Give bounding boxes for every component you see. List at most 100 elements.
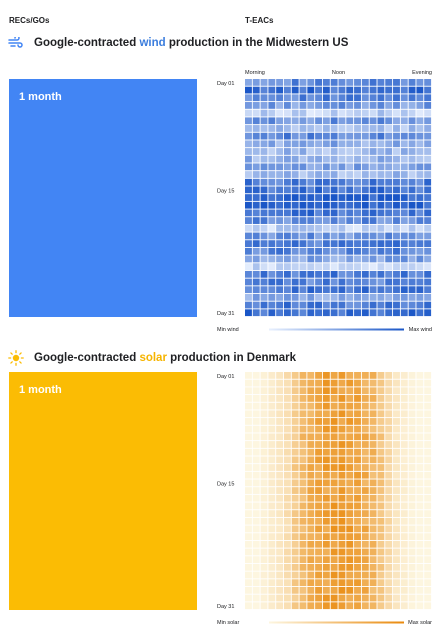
solar-cell [385, 533, 393, 541]
wind-cell [330, 155, 338, 163]
wind-legend-gradient [269, 328, 404, 331]
solar-cell [291, 425, 299, 433]
wind-cell [276, 286, 284, 294]
solar-cell [385, 441, 393, 448]
wind-cell [424, 171, 432, 178]
wind-cell [393, 263, 400, 271]
wind-cell [354, 278, 361, 286]
wind-cell [315, 201, 323, 209]
solar-cell [276, 471, 284, 479]
wind-cell [369, 186, 377, 194]
wind-cell [385, 240, 393, 248]
wind-cell [377, 217, 385, 224]
solar-cell [307, 525, 315, 533]
wind-cell [361, 301, 369, 309]
solar-cell [322, 464, 330, 471]
solar-cell [393, 379, 400, 387]
solar-cell [361, 379, 369, 387]
wind-cell [416, 94, 424, 102]
wind-cell [252, 194, 260, 201]
solar-cell [408, 402, 416, 410]
wind-cell [291, 186, 299, 194]
wind-cell [393, 125, 400, 132]
solar-cell [268, 579, 276, 587]
wind-cell [260, 148, 268, 155]
solar-cell [346, 433, 354, 441]
solar-cell [252, 479, 260, 487]
wind-cell [299, 117, 307, 125]
solar-cell [245, 517, 252, 525]
wind-cell [338, 125, 346, 132]
wind-cell [322, 79, 330, 86]
wind-cell [416, 155, 424, 163]
wind-cell [424, 155, 432, 163]
wind-cell [416, 278, 424, 286]
wind-cell [393, 102, 400, 109]
wind-cell [315, 186, 323, 194]
wind-cell [322, 301, 330, 309]
wind-cell [377, 132, 385, 140]
solar-cell [354, 556, 361, 564]
solar-cell [377, 494, 385, 502]
wind-cell [354, 186, 361, 194]
solar-cell [315, 425, 323, 433]
wind-cell [276, 209, 284, 217]
wind-cell [408, 240, 416, 248]
wind-cell [276, 301, 284, 309]
solar-cell [299, 540, 307, 548]
wind-cell [369, 240, 377, 248]
wind-cell [338, 178, 346, 186]
solar-cell [299, 448, 307, 456]
solar-cell [252, 579, 260, 587]
solar-cell [416, 502, 424, 510]
solar-cell [400, 410, 408, 418]
solar-cell [408, 379, 416, 387]
solar-legend-min: Min solar [217, 620, 239, 626]
wind-cell [322, 186, 330, 194]
wind-cell [369, 286, 377, 294]
wind-cell [354, 247, 361, 255]
wind-cell [424, 117, 432, 125]
solar-cell [369, 387, 377, 395]
solar-cell [307, 410, 315, 418]
wind-cell [385, 286, 393, 294]
wind-cell [361, 255, 369, 263]
wind-cell [299, 186, 307, 194]
wind-cell [268, 209, 276, 217]
wind-cell [315, 109, 323, 117]
solar-cell [354, 410, 361, 418]
wind-cell [299, 109, 307, 117]
wind-cell [393, 278, 400, 286]
solar-cell [385, 494, 393, 502]
wind-cell [299, 102, 307, 109]
solar-cell [408, 433, 416, 441]
solar-cell [283, 517, 291, 525]
wind-cell [245, 79, 252, 86]
solar-cell [260, 425, 268, 433]
solar-cell [245, 441, 252, 448]
solar-cell [377, 571, 385, 579]
solar-cell [330, 579, 338, 587]
wind-cell [276, 186, 284, 194]
wind-cell [416, 240, 424, 248]
wind-cell [377, 86, 385, 94]
wind-cell [283, 224, 291, 232]
wind-cell [361, 209, 369, 217]
wind-cell [361, 163, 369, 171]
solar-cell [276, 402, 284, 410]
solar-cell [283, 571, 291, 579]
solar-cell [346, 479, 354, 487]
solar-cell [361, 510, 369, 517]
wind-cell [408, 247, 416, 255]
solar-cell [245, 533, 252, 541]
solar-cell [408, 387, 416, 395]
wind-cell [346, 270, 354, 278]
solar-cell [424, 502, 432, 510]
wind-cell [315, 132, 323, 140]
wind-cell [338, 171, 346, 178]
solar-cell [424, 510, 432, 517]
solar-cell [424, 410, 432, 418]
solar-cell [260, 395, 268, 402]
wind-cell [268, 79, 276, 86]
